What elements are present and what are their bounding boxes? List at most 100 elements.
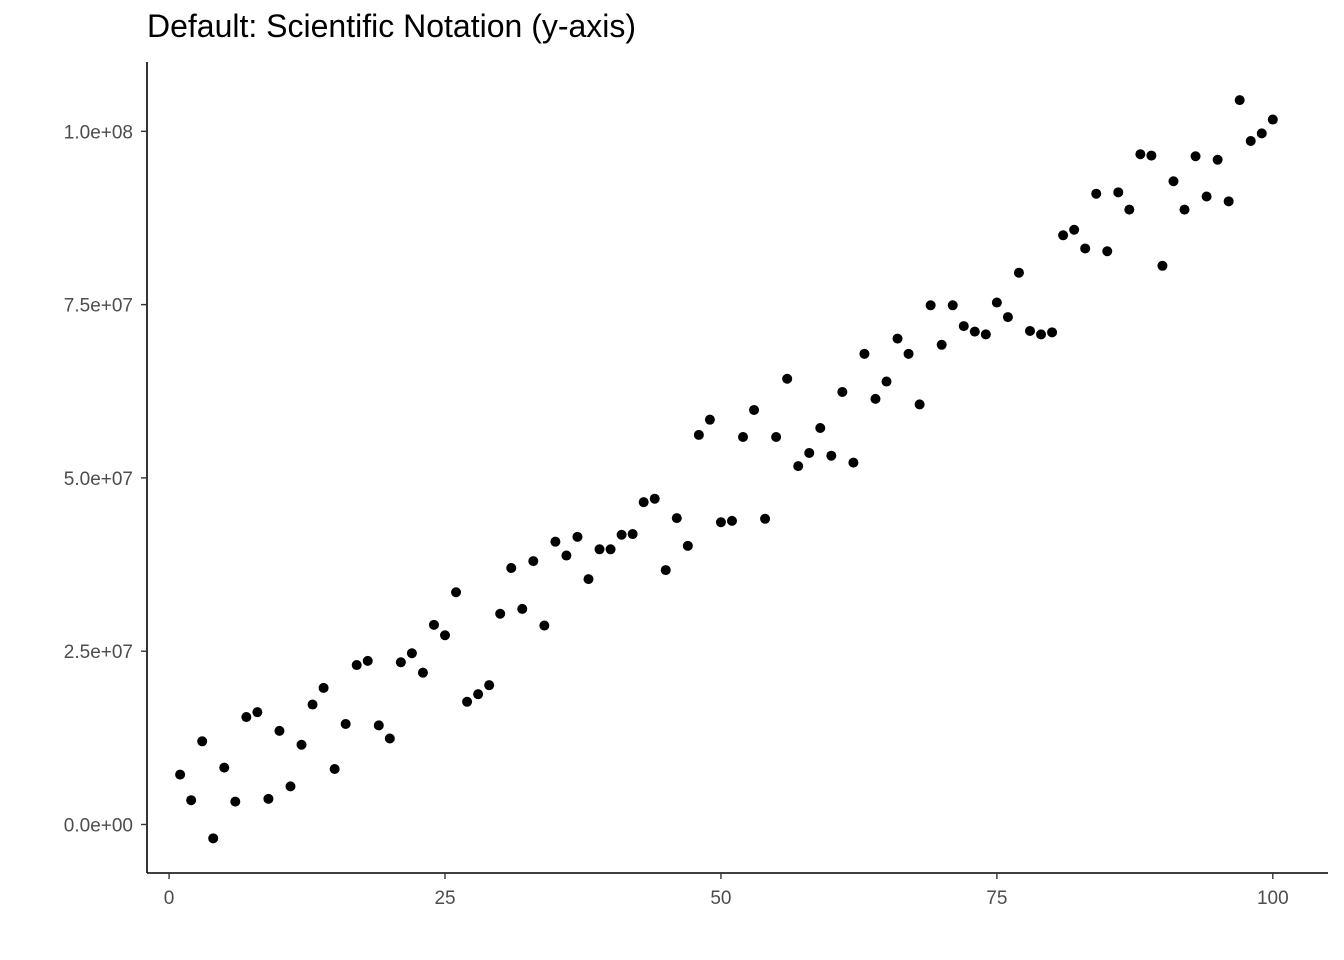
data-point (1024, 325, 1035, 336)
data-point (616, 529, 627, 540)
x-axis-ticks: 0 25 50 75 100 (164, 873, 1289, 909)
data-point (1080, 243, 1091, 254)
data-point (881, 376, 892, 387)
data-point (1058, 230, 1069, 241)
data-point (1047, 327, 1058, 338)
data-point (550, 536, 561, 547)
data-point (329, 764, 340, 775)
data-point (539, 620, 550, 631)
y-tick-label: 2.5e+07 (64, 642, 133, 663)
data-point (186, 795, 197, 806)
data-point (417, 667, 428, 678)
data-point (175, 769, 186, 780)
data-point (1201, 191, 1212, 202)
data-point (1245, 136, 1256, 147)
data-point (848, 457, 859, 468)
data-point (1113, 187, 1124, 198)
data-point (484, 680, 495, 691)
data-point (428, 619, 439, 630)
data-point (1223, 196, 1234, 207)
data-point (715, 517, 726, 528)
x-tick-label: 0 (164, 888, 175, 909)
data-point (1002, 312, 1013, 323)
data-point (1157, 260, 1168, 271)
data-point (738, 432, 749, 443)
data-point (1234, 95, 1245, 106)
data-point (451, 587, 462, 598)
data-point (252, 707, 263, 718)
data-point (969, 326, 980, 337)
data-point (671, 513, 682, 524)
data-point (627, 529, 638, 540)
data-point (859, 348, 870, 359)
x-tick-label: 50 (710, 888, 731, 909)
data-point (760, 513, 771, 524)
data-point (782, 373, 793, 384)
data-point (1036, 329, 1047, 340)
data-point (440, 630, 451, 641)
data-point (384, 733, 395, 744)
y-tick-label: 0.0e+00 (64, 815, 133, 836)
data-point (594, 544, 605, 555)
data-point (605, 544, 616, 555)
data-point (219, 762, 230, 773)
y-tick-label: 1.0e+08 (64, 122, 133, 143)
data-point (936, 339, 947, 350)
data-point (230, 796, 241, 807)
data-point (638, 497, 649, 508)
data-point (1124, 204, 1135, 215)
data-point (241, 712, 252, 723)
data-point (826, 450, 837, 461)
data-point (208, 833, 219, 844)
data-point (1146, 150, 1157, 161)
data-point (914, 399, 925, 410)
data-point (506, 563, 517, 574)
data-point (1013, 267, 1024, 278)
data-point (804, 447, 815, 458)
data-point (197, 736, 208, 747)
data-point (517, 603, 528, 614)
x-tick-label: 25 (434, 888, 455, 909)
data-point (307, 699, 318, 710)
data-point (561, 550, 572, 561)
data-point (473, 689, 484, 700)
data-point (263, 793, 274, 804)
data-point (373, 720, 384, 731)
data-point (572, 531, 583, 542)
data-point (362, 655, 373, 666)
data-point (649, 493, 660, 504)
data-point (892, 333, 903, 344)
data-point (1256, 128, 1267, 139)
data-point (793, 461, 804, 472)
data-point (726, 515, 737, 526)
data-point (296, 739, 307, 750)
data-point (583, 574, 594, 585)
data-point (991, 297, 1002, 308)
data-point (958, 321, 969, 332)
data-point (1168, 176, 1179, 187)
data-point (1091, 188, 1102, 199)
x-tick-label: 75 (986, 888, 1007, 909)
data-point (1069, 224, 1080, 235)
data-point (1179, 204, 1190, 215)
data-point (947, 300, 958, 311)
y-tick-label: 5.0e+07 (64, 469, 133, 490)
data-point (903, 348, 914, 359)
data-point (528, 556, 539, 567)
points-layer (175, 95, 1278, 844)
data-point (771, 432, 782, 443)
data-point (980, 329, 991, 340)
data-point (1212, 154, 1223, 165)
data-point (318, 682, 329, 693)
data-point (749, 404, 760, 415)
x-tick-label: 100 (1257, 888, 1289, 909)
data-point (870, 393, 881, 404)
data-point (1102, 246, 1113, 257)
data-point (704, 414, 715, 425)
data-point (1190, 151, 1201, 162)
data-point (1135, 149, 1146, 160)
chart-title: Default: Scientific Notation (y-axis) (147, 8, 637, 44)
data-point (693, 429, 704, 440)
data-point (925, 300, 936, 311)
